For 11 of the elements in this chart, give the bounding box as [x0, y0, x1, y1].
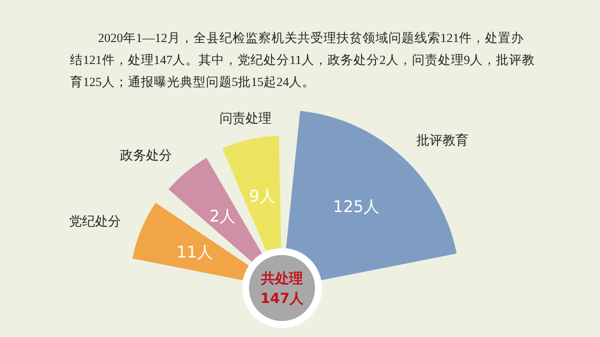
- category-label: 政务处分: [120, 148, 172, 164]
- data-label: 11人: [176, 242, 213, 262]
- text: 147人: [260, 290, 305, 307]
- category-label: 批评教育: [416, 132, 469, 149]
- text: 共处理: [260, 270, 303, 287]
- category-label: 问责处理: [219, 111, 272, 126]
- data-label: 9人: [249, 186, 276, 206]
- text: 2020年1—12月，全县纪检监察机关共受理扶贫领域问题线索121件，处置办结121件，处理147人。其中，党纪处分11人，政务处分2人，问责处理9人，批评教育125人；通报曝光典型问题5批15起24人。: [70, 30, 536, 89]
- category-label: 党纪处分: [68, 214, 121, 230]
- data-label: 2人: [210, 206, 236, 226]
- data-label: 125人: [333, 197, 380, 216]
